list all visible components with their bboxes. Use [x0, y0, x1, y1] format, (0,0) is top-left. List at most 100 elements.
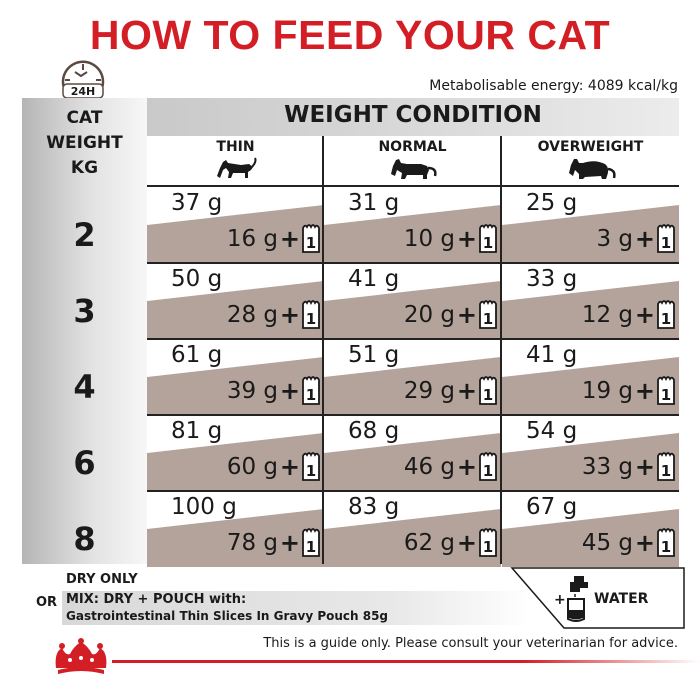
dry-only-amount: 61 g	[171, 342, 223, 368]
ration-cell-thin-8kg: 100 g 78 g +1	[147, 491, 324, 567]
pouch-icon: 1	[657, 528, 675, 557]
dry-only-amount: 51 g	[348, 342, 400, 368]
weight-6kg: 6	[73, 444, 96, 482]
header-divider	[147, 185, 679, 187]
ration-cell-normal-8kg: 83 g 62 g +1	[324, 491, 501, 567]
mix-band	[502, 509, 679, 567]
mix-band	[324, 205, 501, 263]
plus-sign: +	[634, 301, 655, 329]
pouch-count: 1	[306, 234, 316, 252]
pouch-count: 1	[661, 386, 671, 404]
dry-only-amount: 37 g	[171, 190, 223, 216]
pouch-count: 1	[306, 386, 316, 404]
plus-sign: +	[279, 377, 300, 405]
ration-cell-overweight-3kg: 33 g 12 g +1	[502, 263, 679, 339]
mix-dry-amount: 12 g	[581, 302, 633, 328]
thin-cat-icon	[216, 157, 256, 178]
pouch-icon: 1	[657, 224, 675, 253]
pouch-count: 1	[483, 234, 493, 252]
pouch-count: 1	[306, 538, 316, 556]
ration-cell-normal-2kg: 31 g 10 g +1	[324, 187, 501, 263]
guide-disclaimer: This is a guide only. Please consult you…	[263, 636, 678, 651]
ration-cell-thin-4kg: 61 g 39 g +1	[147, 339, 324, 415]
dry-only-amount: 31 g	[348, 190, 400, 216]
column-label-overweight: OVERWEIGHT	[537, 139, 644, 155]
dry-only-amount: 33 g	[526, 266, 578, 292]
plus-sign: +	[634, 225, 655, 253]
mix-band	[324, 433, 501, 491]
column-header-overweight: OVERWEIGHT	[502, 136, 679, 186]
mix-band	[147, 433, 324, 491]
cat-weight-header: CAT WEIGHT KG	[22, 106, 147, 181]
pouch-icon: 1	[302, 300, 320, 329]
plus-sign: +	[634, 377, 655, 405]
mix-dry-amount: 45 g	[581, 530, 633, 556]
row-divider	[147, 338, 679, 340]
pouch-icon: 1	[479, 300, 497, 329]
legend-or: OR	[36, 595, 58, 610]
ration-cell-normal-6kg: 68 g 46 g +1	[324, 415, 501, 491]
column-header-normal: NORMAL	[324, 136, 501, 186]
mix-band	[147, 357, 324, 415]
overweight-cat-icon	[568, 159, 616, 179]
plus-sign: +	[456, 301, 477, 329]
pouch-icon: 1	[479, 376, 497, 405]
column-divider-1	[322, 136, 324, 564]
mix-dry-amount: 62 g	[403, 530, 455, 556]
plus-sign: +	[279, 225, 300, 253]
ration-cell-overweight-6kg: 54 g 33 g +1	[502, 415, 679, 491]
pouch-count: 1	[483, 538, 493, 556]
pouch-icon: 1	[479, 224, 497, 253]
column-label-normal: NORMAL	[378, 139, 447, 155]
dry-only-amount: 83 g	[348, 494, 400, 520]
pouch-count: 1	[661, 310, 671, 328]
mix-dry-amount: 29 g	[403, 378, 455, 404]
legend-mix-title: MIX: DRY + POUCH with:	[66, 592, 247, 607]
legend-mix-band	[62, 591, 532, 625]
mix-band	[502, 357, 679, 415]
clock-label: 24H	[71, 85, 96, 98]
mix-dry-amount: 46 g	[403, 454, 455, 480]
metabolisable-energy: Metabolisable energy: 4089 kcal/kg	[429, 78, 678, 94]
pouch-icon: 1	[302, 376, 320, 405]
mix-band	[324, 281, 501, 339]
mix-dry-amount: 3 g	[596, 226, 633, 252]
mix-band	[147, 281, 324, 339]
mix-dry-amount: 19 g	[581, 378, 633, 404]
row-divider	[147, 490, 679, 492]
plus-sign: +	[456, 377, 477, 405]
row-divider	[147, 262, 679, 264]
column-header-thin: THIN	[147, 136, 324, 186]
mix-band	[502, 281, 679, 339]
clock-24h-icon: 24H	[61, 60, 105, 99]
footer-red-line	[112, 660, 700, 663]
plus-sign: +	[456, 225, 477, 253]
pouch-count: 1	[306, 462, 316, 480]
ration-cell-thin-2kg: 37 g 16 g +1	[147, 187, 324, 263]
weight-condition-title: WEIGHT CONDITION	[284, 102, 542, 128]
dry-only-amount: 50 g	[171, 266, 223, 292]
mix-band	[147, 205, 324, 263]
pouch-count: 1	[306, 310, 316, 328]
pouch-icon: 1	[479, 452, 497, 481]
mix-dry-amount: 60 g	[226, 454, 278, 480]
pouch-count: 1	[483, 310, 493, 328]
mix-band	[324, 509, 501, 567]
pouch-icon: 1	[302, 224, 320, 253]
mix-band	[147, 509, 324, 567]
plus-sign: +	[456, 453, 477, 481]
dry-only-amount: 25 g	[526, 190, 578, 216]
plus-sign: +	[279, 529, 300, 557]
cat-weight-header-line2: WEIGHT	[46, 133, 123, 153]
plus-sign: +	[634, 453, 655, 481]
dry-only-amount: 54 g	[526, 418, 578, 444]
weight-2kg: 2	[73, 216, 96, 254]
pouch-icon: 1	[302, 528, 320, 557]
mix-dry-amount: 16 g	[226, 226, 278, 252]
weight-condition-bar	[147, 98, 679, 136]
mix-dry-amount: 33 g	[581, 454, 633, 480]
pouch-count: 1	[483, 386, 493, 404]
mix-dry-amount: 78 g	[226, 530, 278, 556]
ration-cell-thin-6kg: 81 g 60 g +1	[147, 415, 324, 491]
weight-3kg: 3	[73, 292, 96, 330]
